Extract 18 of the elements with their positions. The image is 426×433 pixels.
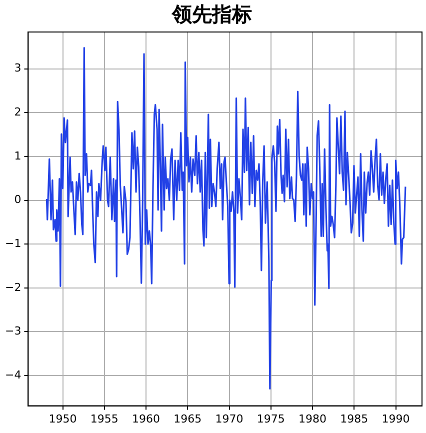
y-tick-label: −2 (4, 280, 22, 294)
y-tick-label: 3 (14, 62, 22, 75)
x-tick-label: 1990 (382, 412, 410, 426)
y-tick-label: −4 (4, 368, 22, 382)
x-tick-label: 1965 (174, 412, 202, 426)
y-tick-label: 0 (14, 193, 22, 206)
y-tick-label: −1 (4, 236, 22, 250)
chart-title: 领先指标 (171, 2, 252, 26)
y-tick-label: 1 (14, 149, 22, 162)
x-tick-label: 1980 (298, 412, 327, 426)
x-tick-label: 1950 (48, 412, 77, 426)
x-tick-label: 1955 (90, 412, 118, 426)
y-tick-label: 2 (14, 105, 22, 118)
y-tick-label: −3 (4, 324, 22, 338)
x-tick-label: 1975 (256, 412, 285, 426)
x-tick-label: 1960 (132, 412, 160, 426)
x-tick-label: 1970 (215, 412, 244, 426)
x-tick-label: 1985 (340, 412, 368, 426)
